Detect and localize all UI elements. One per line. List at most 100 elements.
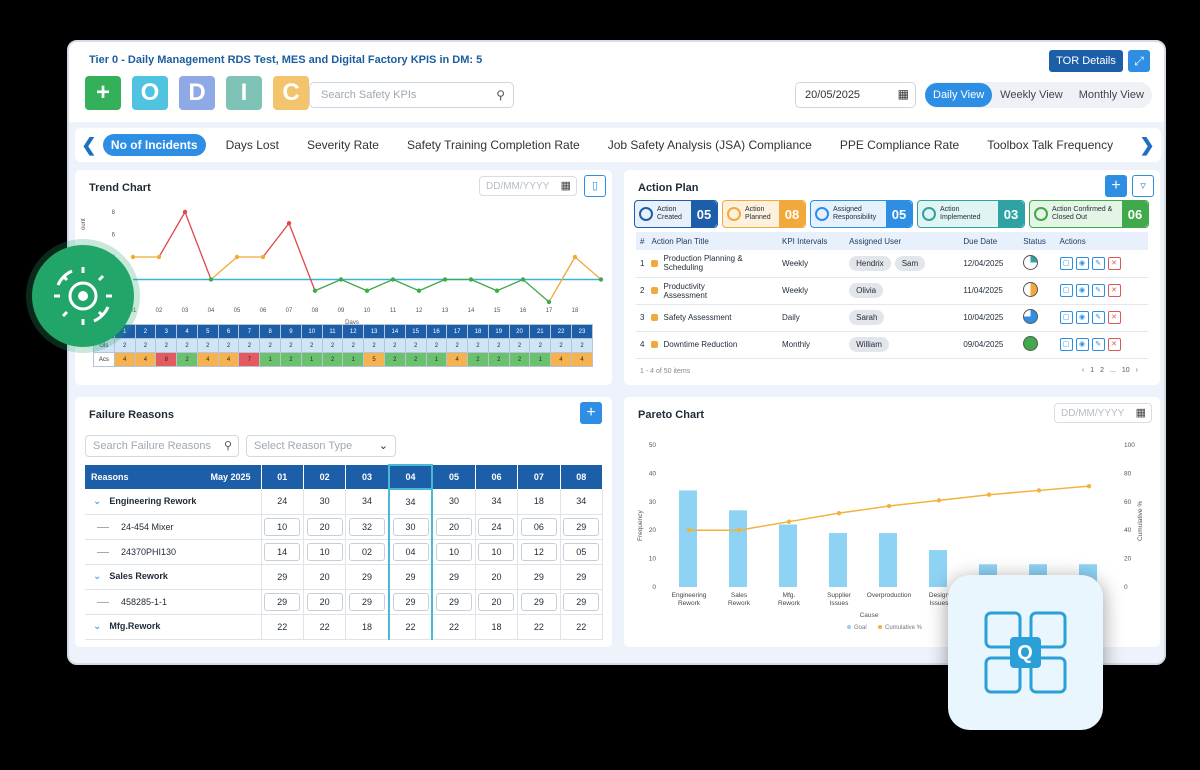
kpi-logo-2[interactable]: D xyxy=(179,76,215,110)
eye-icon[interactable]: ◉ xyxy=(1075,284,1089,297)
value-cell[interactable]: 30 xyxy=(387,514,434,540)
user-pill[interactable]: William xyxy=(849,337,889,352)
value-input[interactable]: 29 xyxy=(520,592,557,611)
day-header[interactable]: 04 xyxy=(387,464,434,490)
view-icon[interactable]: ▢ xyxy=(1059,311,1073,324)
column-header[interactable]: KPI Intervals xyxy=(778,232,846,250)
column-header[interactable]: Status xyxy=(1019,232,1056,250)
bar-chart-icon[interactable]: ▯ xyxy=(584,175,606,197)
chevron-down-icon[interactable]: ⌄ xyxy=(93,571,102,582)
value-input[interactable]: 24 xyxy=(478,517,515,536)
day-header[interactable]: 01 xyxy=(261,465,304,489)
tab-safety-training[interactable]: Safety Training Completion Rate xyxy=(406,138,580,152)
tab-severity-rate[interactable]: Severity Rate xyxy=(306,138,379,152)
kpi-logo-4[interactable]: C xyxy=(273,76,309,110)
value-input[interactable]: 30 xyxy=(392,517,429,536)
value-input[interactable]: 05 xyxy=(563,542,600,561)
value-input[interactable]: 10 xyxy=(436,542,473,561)
view-icon[interactable]: ▢ xyxy=(1059,338,1073,351)
day-header[interactable]: 06 xyxy=(475,465,519,489)
eye-icon[interactable]: ◉ xyxy=(1075,311,1089,324)
edit-icon[interactable]: ✎ xyxy=(1091,256,1105,270)
tab-jsa-compliance[interactable]: Job Safety Analysis (JSA) Compliance xyxy=(607,138,812,152)
value-cell[interactable]: 29 xyxy=(560,514,604,540)
value-input[interactable]: 29 xyxy=(563,517,600,536)
tor-details-button[interactable]: TOR Details xyxy=(1049,50,1123,72)
value-cell[interactable]: 10 xyxy=(432,539,476,565)
value-input[interactable]: 06 xyxy=(520,517,557,536)
value-input[interactable]: 29 xyxy=(436,592,473,611)
expand-icon[interactable]: ⤢ xyxy=(1128,50,1150,72)
value-input[interactable]: 32 xyxy=(349,517,386,536)
eye-icon[interactable]: ◉ xyxy=(1075,256,1089,270)
delete-icon[interactable]: ✕ xyxy=(1107,256,1121,270)
tabs-next-icon[interactable]: ❯ xyxy=(1139,134,1155,155)
chevron-down-icon[interactable]: ⌄ xyxy=(93,621,102,632)
column-header[interactable]: Actions xyxy=(1055,232,1148,250)
value-input[interactable]: 20 xyxy=(306,592,343,611)
value-cell[interactable]: 10 xyxy=(475,539,519,565)
user-pill[interactable]: Sarah xyxy=(849,310,885,325)
column-header[interactable]: # xyxy=(636,232,648,250)
edit-icon[interactable]: ✎ xyxy=(1091,338,1105,351)
stat-card[interactable]: Action Implemented 03 xyxy=(917,200,1025,228)
stat-card[interactable]: Action Confirmed & Closed Out 06 xyxy=(1029,200,1149,228)
value-cell[interactable]: 29 xyxy=(517,589,561,615)
chevron-down-icon[interactable]: ⌄ xyxy=(93,495,102,507)
value-input[interactable]: 29 xyxy=(264,592,301,611)
view-icon[interactable]: ▢ xyxy=(1059,284,1073,297)
value-cell[interactable]: 20 xyxy=(432,514,476,540)
stat-card[interactable]: Action Planned 08 xyxy=(722,200,806,228)
monthly-view-button[interactable]: Monthly View xyxy=(1078,89,1144,101)
column-header[interactable]: Assigned User xyxy=(845,232,960,250)
column-header[interactable]: Action Plan Title xyxy=(647,232,778,250)
value-input[interactable]: 10 xyxy=(264,517,301,536)
user-pill[interactable]: Hendrix xyxy=(849,255,891,271)
value-input[interactable]: 04 xyxy=(392,542,429,561)
kpi-logo-0[interactable]: + xyxy=(85,76,121,110)
value-cell[interactable]: 24 xyxy=(475,514,519,540)
value-cell[interactable]: 29 xyxy=(387,589,434,615)
edit-icon[interactable]: ✎ xyxy=(1091,311,1105,324)
tab-ppe-compliance[interactable]: PPE Compliance Rate xyxy=(839,138,960,152)
add-failure-button[interactable]: + xyxy=(580,402,602,424)
value-cell[interactable]: 29 xyxy=(345,589,390,615)
page-link[interactable]: 2 xyxy=(1100,367,1105,374)
page-link[interactable]: › xyxy=(1135,367,1138,374)
day-header[interactable]: 07 xyxy=(517,465,561,489)
tabs-prev-icon[interactable]: ❮ xyxy=(81,134,97,155)
kpi-logo-1[interactable]: O xyxy=(132,76,168,110)
value-cell[interactable]: 29 xyxy=(432,589,476,615)
weekly-view-button[interactable]: Weekly View xyxy=(1000,89,1063,101)
pareto-date-input[interactable]: DD/MM/YYYY ▦ xyxy=(1054,403,1152,423)
row-title[interactable]: Production Planning & Scheduling xyxy=(647,250,778,278)
value-cell[interactable]: 05 xyxy=(560,539,604,565)
delete-icon[interactable]: ✕ xyxy=(1107,311,1121,324)
value-input[interactable]: 20 xyxy=(306,517,343,536)
reason-type-select[interactable]: Select Reason Type ⌄ xyxy=(246,435,396,457)
value-input[interactable]: 20 xyxy=(436,517,473,536)
day-header[interactable]: 05 xyxy=(432,465,476,489)
row-title[interactable]: Productivity Assessment xyxy=(647,277,778,305)
stat-card[interactable]: Assigned Responsibility 05 xyxy=(810,200,913,228)
day-header[interactable]: 08 xyxy=(560,465,604,489)
value-cell[interactable]: 04 xyxy=(387,539,434,565)
value-input[interactable]: 29 xyxy=(563,592,600,611)
value-cell[interactable]: 10 xyxy=(303,539,347,565)
search-input[interactable]: Search Safety KPIs ⚲ xyxy=(309,82,514,108)
date-picker[interactable]: 20/05/2025 ▦ xyxy=(795,82,916,108)
row-title[interactable]: Downtime Reduction xyxy=(647,331,778,359)
column-header[interactable]: Due Date xyxy=(959,232,1020,250)
value-cell[interactable]: 32 xyxy=(345,514,390,540)
value-cell[interactable]: 20 xyxy=(475,589,519,615)
value-cell[interactable]: 12 xyxy=(517,539,561,565)
value-cell[interactable]: 14 xyxy=(261,539,304,565)
view-icon[interactable]: ▢ xyxy=(1059,256,1073,270)
day-header[interactable]: 02 xyxy=(303,465,347,489)
page-link[interactable]: ... xyxy=(1110,367,1116,374)
value-input[interactable]: 10 xyxy=(306,542,343,561)
value-input[interactable]: 02 xyxy=(349,542,386,561)
stat-card[interactable]: Action Created 05 xyxy=(634,200,718,228)
tab-no-of-incidents[interactable]: No of Incidents xyxy=(102,134,206,156)
delete-icon[interactable]: ✕ xyxy=(1107,284,1121,297)
